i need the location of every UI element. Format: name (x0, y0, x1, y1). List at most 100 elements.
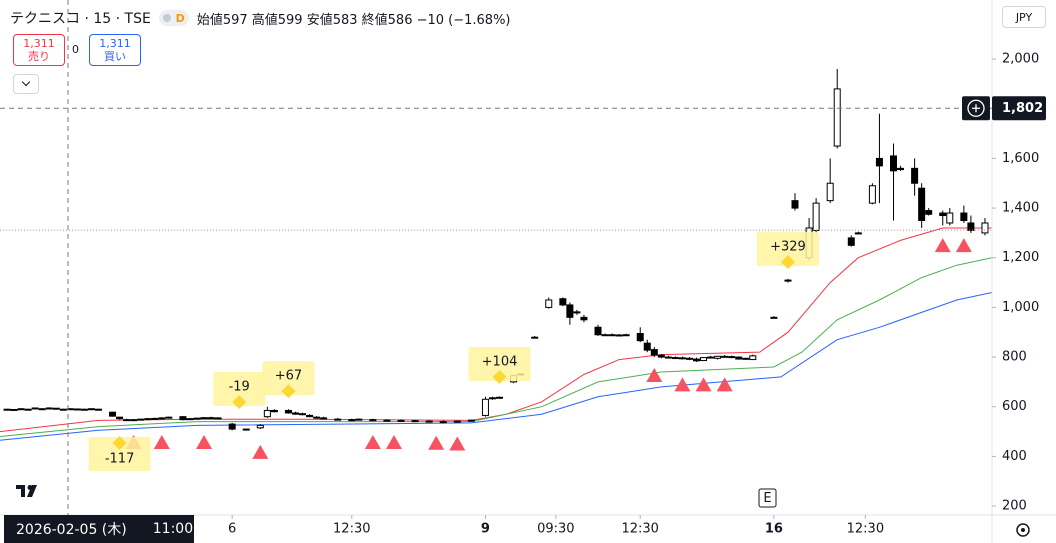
y-tick-label: 200 (1002, 499, 1027, 514)
candle-body (66, 408, 74, 411)
annotation-diamond (281, 384, 296, 399)
candle-body (960, 212, 968, 222)
candle-body (693, 358, 701, 362)
signal-marker (934, 238, 951, 253)
candle-body (700, 357, 708, 362)
candle-body (784, 279, 792, 282)
annotation-diamond (232, 395, 247, 410)
candle-body (242, 428, 250, 431)
ma-line (0, 227, 992, 433)
x-tick-label: 12:30 (847, 522, 884, 537)
candle-body (31, 407, 39, 410)
candle-body (369, 419, 377, 422)
candle-body (791, 200, 799, 209)
annotation-box (468, 346, 531, 381)
annotation-box (756, 231, 819, 266)
annotation-diamond (112, 435, 127, 450)
candle-body (151, 417, 159, 420)
candle-body (3, 408, 11, 411)
candle-body (116, 416, 124, 420)
candle-body (685, 357, 693, 360)
candle-body (214, 417, 222, 420)
annotation-diamond (492, 369, 507, 384)
candle-body (622, 334, 630, 337)
annotation-text: -19 (229, 380, 250, 395)
candle-body (826, 182, 834, 202)
annotation-text: +104 (482, 354, 518, 369)
candle-body (411, 420, 419, 423)
sell-button[interactable]: 1,311 売り (13, 34, 65, 66)
candle-body (186, 418, 194, 421)
event-badge: E (763, 491, 771, 506)
candle-body (355, 418, 363, 421)
candle-body (80, 408, 88, 411)
y-tick-label: 1,600 (1002, 151, 1039, 166)
ohlc: 始値597 高値599 安値583 終値586 −10 (−1.68%) (196, 12, 511, 28)
candle-body (270, 409, 278, 413)
candle-body (854, 232, 862, 235)
candle-body (263, 409, 271, 418)
candle-body (45, 407, 53, 410)
candle-body (291, 412, 299, 415)
legend-header: テクニスコ · 15 · TSE D 始値597 高値599 安値583 終値5… (10, 8, 511, 28)
annotation-diamond (780, 254, 795, 269)
y-tick-label: 2,000 (1002, 52, 1039, 67)
candle-body (496, 396, 504, 399)
x-tick-label: 12:30 (621, 522, 658, 537)
candle-body (144, 418, 152, 421)
candle-body (17, 408, 25, 411)
collapse-button[interactable] (13, 74, 39, 94)
status-badge[interactable]: D (158, 10, 189, 26)
symbol[interactable]: テクニスコ · 15 · TSE (10, 11, 151, 27)
candle-body (812, 202, 820, 231)
candle-body (397, 419, 405, 422)
candle-body (678, 357, 686, 360)
candle-body (897, 167, 905, 171)
signal-marker (196, 434, 213, 449)
candle-body (348, 419, 356, 422)
candle-body (38, 408, 46, 411)
sell-label: 売り (28, 50, 50, 63)
candle-body (615, 334, 623, 337)
candle-body (749, 355, 757, 361)
candle-body (911, 167, 919, 184)
candle-body (467, 419, 475, 422)
candle-body (671, 357, 679, 360)
signal-marker (674, 377, 691, 392)
add-alert-plus (972, 104, 980, 113)
buy-button[interactable]: 1,311 買い (89, 34, 141, 66)
candle-body (847, 237, 855, 246)
candle-body (306, 414, 314, 418)
candle-body (833, 88, 841, 147)
candle-body (207, 417, 215, 420)
x-tick-label: 6 (228, 522, 236, 537)
buy-price: 1,311 (99, 37, 131, 50)
y-tick-label: 800 (1002, 350, 1027, 365)
signal-marker (385, 434, 402, 449)
candle-body (657, 354, 665, 358)
signal-marker (449, 436, 466, 451)
candle-body (52, 407, 60, 410)
crosshair-date: 2026-02-05 (木) (16, 522, 127, 538)
sell-price: 1,311 (23, 37, 55, 50)
candle-body (94, 408, 102, 411)
candle-body (939, 212, 947, 217)
candle-body (137, 418, 145, 421)
candle-body (735, 356, 743, 360)
plot: -117 -19 +67 +104 +329 (0, 69, 992, 471)
candle-body (868, 185, 876, 204)
candle-body (228, 423, 236, 430)
candle-body (59, 408, 67, 411)
candle-body (123, 419, 131, 422)
settings-button[interactable] (1016, 523, 1030, 537)
candle-body (256, 424, 264, 429)
candle-body (200, 417, 208, 420)
candle-body (594, 326, 602, 336)
candle-body (636, 332, 644, 342)
currency-button[interactable]: JPY (1002, 6, 1046, 28)
candle-body (728, 356, 736, 359)
candle-body (109, 411, 117, 417)
ma-line (0, 292, 992, 441)
